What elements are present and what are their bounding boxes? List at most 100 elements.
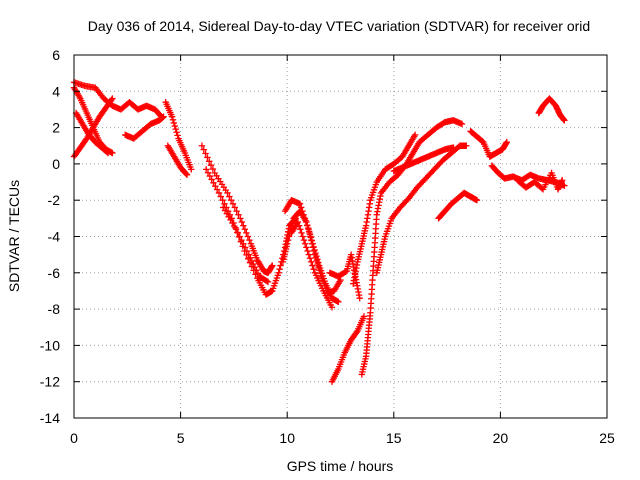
data-point [306, 255, 314, 262]
data-point [328, 304, 336, 311]
data-point [299, 207, 306, 215]
data-point [202, 166, 210, 173]
data-point [204, 154, 211, 161]
data-point [276, 265, 283, 273]
data-point [298, 204, 305, 211]
series-track [198, 142, 276, 276]
data-point [308, 240, 316, 247]
series-track [350, 131, 419, 287]
data-point [240, 222, 247, 229]
data-point [237, 215, 244, 222]
data-point [308, 258, 315, 266]
data-points [70, 79, 568, 385]
y-tick-label: -6 [48, 265, 61, 281]
data-point [235, 211, 242, 218]
data-point [310, 265, 317, 273]
series-track [220, 204, 272, 286]
data-point [169, 116, 177, 124]
y-tick-label: -14 [40, 410, 60, 426]
data-point [183, 171, 191, 178]
data-point [335, 298, 342, 306]
axis-ticks [73, 54, 608, 419]
data-point [309, 262, 316, 269]
series-track [467, 128, 510, 160]
data-point [241, 244, 249, 251]
y-tick-label: 0 [52, 156, 60, 172]
data-point [206, 158, 213, 165]
data-point [284, 240, 291, 247]
x-axis-label: GPS time / hours [287, 458, 394, 474]
series-track [288, 218, 336, 311]
data-point [301, 215, 309, 222]
series-track [72, 109, 112, 157]
data-point [171, 122, 179, 130]
data-point [241, 226, 249, 233]
series-track [435, 189, 481, 222]
data-point [559, 177, 566, 184]
data-point [302, 218, 310, 226]
data-point [458, 120, 466, 128]
series-track [281, 197, 344, 296]
data-point [304, 222, 311, 229]
data-point [305, 251, 313, 258]
series-track [390, 144, 457, 175]
data-point [212, 182, 219, 190]
data-point [299, 233, 306, 240]
series-track [70, 79, 165, 120]
data-point [561, 117, 568, 124]
data-point [103, 149, 111, 156]
data-point [300, 211, 307, 218]
data-point [232, 226, 240, 233]
y-tick-label: -12 [40, 374, 60, 390]
data-point [208, 176, 215, 183]
data-point [263, 277, 270, 285]
data-point [243, 247, 251, 255]
data-point [170, 119, 178, 127]
data-point [463, 142, 470, 149]
data-point [238, 236, 245, 244]
y-tick-label: -8 [48, 301, 61, 317]
x-tick-label: 0 [70, 430, 78, 446]
data-point [209, 165, 217, 173]
tick-labels: 0 5 10 15 20 25 -14 -12 -10 -8 -6 -4 -2 0 2 4 6 [40, 47, 615, 446]
x-tick-label: 20 [493, 430, 509, 446]
data-point [307, 233, 314, 240]
data-point [234, 229, 242, 237]
data-point [317, 270, 324, 277]
data-point [353, 328, 360, 336]
y-tick-label: 2 [52, 120, 60, 136]
data-point [236, 233, 243, 240]
y-tick-label: -2 [48, 192, 61, 208]
series-track [373, 142, 470, 276]
data-point [298, 229, 305, 237]
data-point [202, 150, 209, 157]
y-tick-label: 6 [52, 47, 60, 63]
data-point [229, 200, 237, 208]
data-point [244, 233, 252, 240]
data-point [224, 189, 231, 197]
data-point [240, 240, 247, 247]
series-track [514, 169, 566, 193]
data-point [312, 254, 320, 261]
x-tick-label: 25 [599, 430, 615, 446]
y-tick-label: -10 [40, 337, 60, 353]
series-track [70, 95, 116, 160]
data-point [315, 263, 322, 271]
data-point [473, 197, 481, 204]
x-tick-label: 5 [177, 430, 185, 446]
data-point [246, 236, 253, 244]
data-point [200, 146, 207, 153]
data-point [313, 257, 320, 265]
chart-title: Day 036 of 2014, Sidereal Day-to-day VTE… [88, 18, 590, 34]
series-track [162, 98, 195, 173]
data-point [108, 96, 115, 104]
data-point [360, 313, 368, 320]
data-point [109, 95, 116, 102]
series-track [164, 142, 191, 178]
series-track [121, 113, 167, 142]
data-point [310, 247, 318, 255]
data-point [305, 226, 312, 233]
series-track [328, 313, 368, 385]
y-axis-label: SDTVAR / TECUs [6, 180, 22, 292]
series-track [202, 166, 299, 298]
